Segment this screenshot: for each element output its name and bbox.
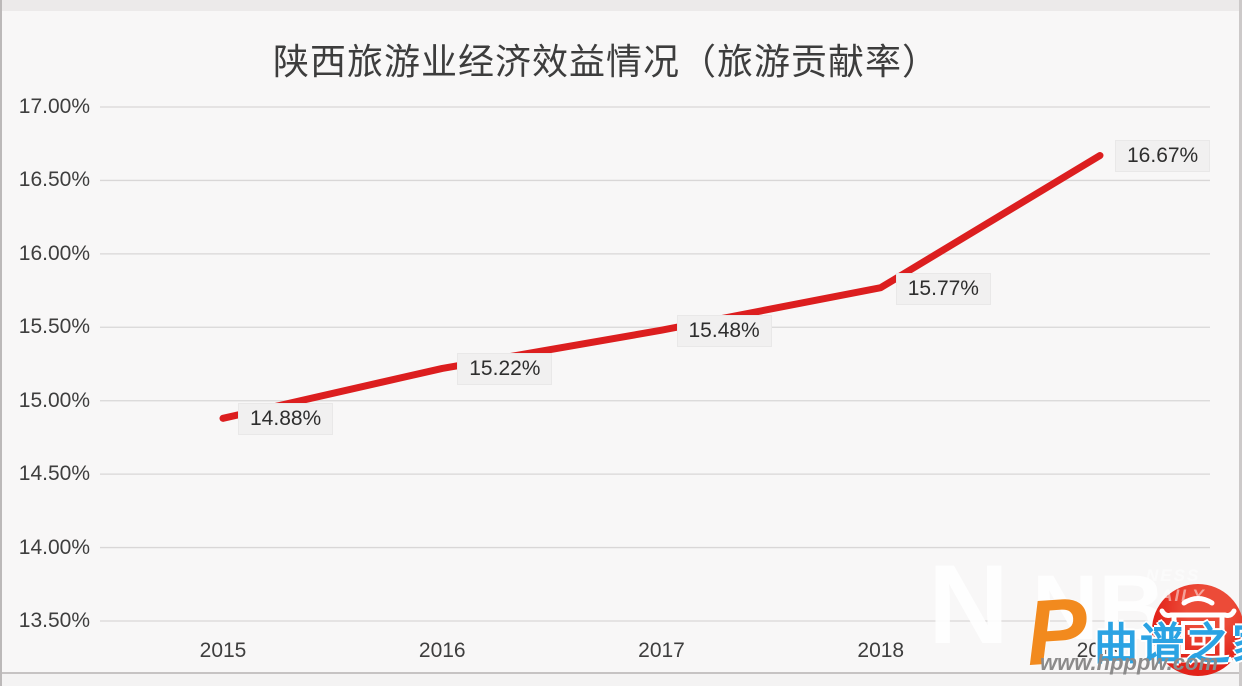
y-axis-tick-label: 14.00% — [18, 535, 90, 559]
panel-bottom-border — [0, 672, 1242, 674]
chart-title: 陕西旅游业经济效益情况（旅游贡献率） — [272, 41, 939, 82]
x-axis-tick-label: 2019 — [1076, 639, 1124, 662]
panel-top-edge — [0, 0, 1242, 11]
panel-right-edge — [1239, 0, 1242, 686]
data-point-label: 15.48% — [676, 315, 772, 348]
y-axis-tick-label: 16.00% — [18, 241, 90, 265]
panel-left-edge — [0, 0, 2, 686]
panel-bottom-edge — [0, 674, 1242, 686]
x-axis-tick-label: 2016 — [418, 639, 466, 662]
x-axis-tick-label: 2015 — [199, 639, 247, 662]
x-axis-tick-label: 2018 — [857, 639, 905, 662]
y-axis-tick-label: 15.50% — [18, 315, 90, 339]
y-axis-tick-label: 15.00% — [18, 388, 90, 412]
y-axis-tick-label: 13.50% — [18, 609, 90, 632]
y-axis-tick-label: 17.00% — [18, 95, 90, 118]
data-point-label: 15.22% — [457, 353, 553, 386]
y-axis-tick-label: 16.50% — [18, 168, 90, 192]
data-point-label: 14.88% — [238, 403, 334, 436]
series-line — [219, 151, 1104, 422]
data-point-label: 16.67% — [1115, 140, 1211, 173]
y-axis-tick-label: 14.50% — [18, 462, 90, 486]
data-point-label: 15.77% — [895, 272, 991, 305]
x-axis-tick-label: 2017 — [638, 639, 685, 662]
